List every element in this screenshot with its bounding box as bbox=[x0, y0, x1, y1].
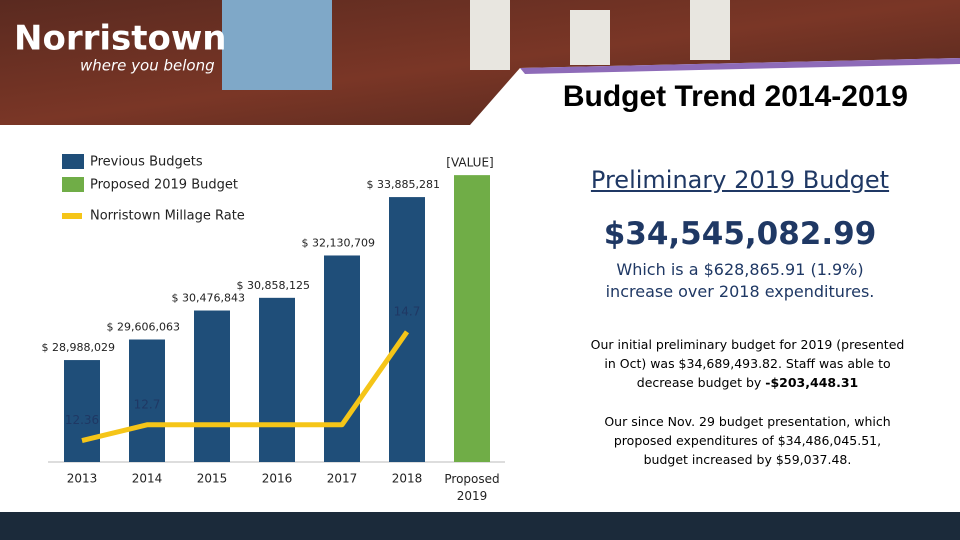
title-stripe bbox=[520, 58, 960, 74]
x-tick-label: Proposed 2019 bbox=[444, 472, 499, 503]
data-label: $ 32,130,709 bbox=[302, 236, 375, 249]
data-label: $ 30,858,125 bbox=[237, 279, 310, 292]
note-bold: -$203,448.31 bbox=[765, 375, 859, 390]
legend-swatch bbox=[62, 213, 82, 219]
data-label: 12.36 bbox=[65, 413, 99, 427]
bar bbox=[454, 175, 490, 463]
tagline: where you belong bbox=[80, 57, 215, 75]
data-label: $ 30,476,843 bbox=[172, 292, 245, 305]
legend-label: Proposed 2019 Budget bbox=[90, 178, 238, 193]
data-label: 14.7 bbox=[394, 304, 421, 318]
data-label: $ 33,885,281 bbox=[367, 178, 440, 191]
data-label: 12.7 bbox=[134, 397, 161, 411]
slide-title: Budget Trend 2014-2019 bbox=[563, 80, 908, 113]
bar bbox=[324, 255, 360, 462]
bar bbox=[389, 197, 425, 462]
banner bbox=[222, 0, 332, 90]
data-label: $ 28,988,029 bbox=[42, 341, 115, 354]
x-tick-label: 2018 bbox=[392, 472, 423, 486]
bar bbox=[259, 297, 295, 462]
line bbox=[81, 330, 410, 444]
logo: Norristown bbox=[14, 19, 226, 59]
bar bbox=[194, 310, 230, 462]
x-tick-label: 2016 bbox=[262, 472, 293, 486]
legend-label: Norristown Millage Rate bbox=[90, 209, 245, 224]
data-label: $ 29,606,063 bbox=[107, 320, 180, 333]
legend-swatch bbox=[62, 177, 84, 192]
legend-label: Previous Budgets bbox=[90, 155, 203, 170]
bar bbox=[64, 360, 100, 462]
title-band bbox=[470, 58, 960, 125]
panel-amount: $34,545,082.99 bbox=[603, 216, 877, 252]
window bbox=[690, 0, 730, 60]
note: Our since Nov. 29 budget presentation, w… bbox=[604, 414, 891, 467]
footer-bar bbox=[0, 512, 960, 540]
window bbox=[570, 10, 610, 65]
panel-increase: Which is a $628,865.91 (1.9%) increase o… bbox=[605, 260, 875, 301]
panel-heading: Preliminary 2019 Budget bbox=[590, 166, 890, 194]
annotation: [VALUE] bbox=[446, 156, 493, 170]
x-tick-label: 2014 bbox=[132, 472, 163, 486]
x-tick-label: 2015 bbox=[197, 472, 228, 486]
bar bbox=[129, 339, 165, 462]
x-tick-label: 2013 bbox=[67, 472, 98, 486]
legend-swatch bbox=[62, 154, 84, 169]
note-text: Our initial preliminary budget for 2019 … bbox=[590, 337, 905, 390]
window bbox=[470, 0, 510, 70]
x-tick-label: 2017 bbox=[327, 472, 358, 486]
note: Our initial preliminary budget for 2019 … bbox=[585, 335, 910, 392]
